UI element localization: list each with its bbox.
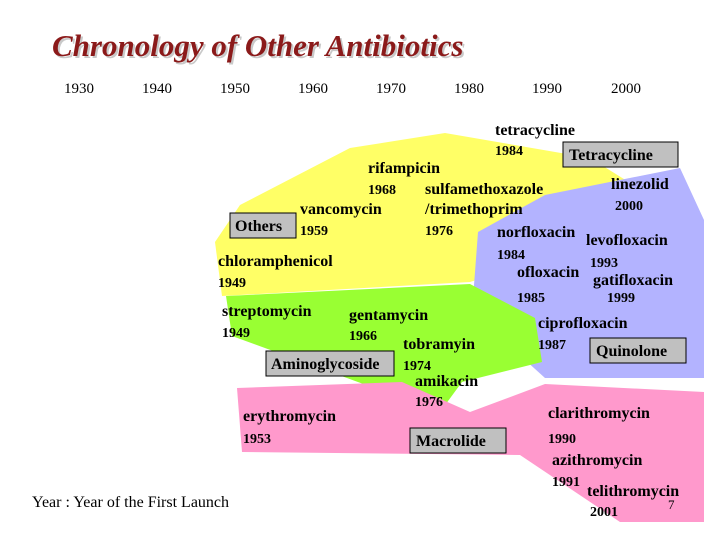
drug-name: tobramyin bbox=[403, 336, 475, 353]
drug-year: 1976 bbox=[425, 224, 453, 239]
drug-name: chloramphenicol bbox=[218, 253, 333, 270]
drug-year: 2000 bbox=[615, 199, 643, 214]
drug-name: norfloxacin bbox=[497, 224, 575, 241]
drug-name: ofloxacin bbox=[517, 264, 579, 281]
drug-name: azithromycin bbox=[552, 452, 642, 469]
timeline-year: 1990 bbox=[532, 81, 562, 97]
drug-name: clarithromycin bbox=[548, 405, 650, 422]
timeline-year: 2000 bbox=[611, 81, 641, 97]
drug-year: 1984 bbox=[497, 248, 525, 263]
timeline-year: 1940 bbox=[142, 81, 172, 97]
drug-year: 1999 bbox=[607, 291, 635, 306]
drug-year: 1949 bbox=[222, 326, 250, 341]
group-label: Quinolone bbox=[596, 343, 667, 360]
group-box bbox=[265, 350, 395, 377]
drug-year: 1990 bbox=[548, 432, 576, 447]
drugs: tetracycline 1984 rifampicin 1968 sulfam… bbox=[218, 122, 679, 520]
drug-year: 2001 bbox=[590, 505, 618, 520]
group-box bbox=[229, 212, 297, 239]
drug-year: 1987 bbox=[538, 338, 566, 353]
group-label: Tetracycline bbox=[569, 147, 653, 164]
drug-year: 1974 bbox=[403, 359, 431, 374]
drug-year: 1993 bbox=[590, 256, 618, 271]
drug-name: tetracycline bbox=[495, 122, 575, 139]
group-label: Others bbox=[235, 218, 282, 235]
drug-name: telithromycin bbox=[587, 483, 679, 500]
drug-name: gatifloxacin bbox=[593, 272, 673, 289]
drug-name: rifampicin bbox=[368, 160, 440, 177]
title-shadow: Chronology of Other Antibiotics bbox=[54, 30, 465, 65]
drug-year: 1991 bbox=[552, 475, 580, 490]
drug-year: 1949 bbox=[218, 276, 246, 291]
page-number: 7 bbox=[668, 497, 675, 512]
footnote: Year : Year of the First Launch bbox=[32, 494, 229, 511]
drug-year: 1966 bbox=[349, 329, 377, 344]
drug-name-line2: /trimethoprim bbox=[424, 201, 523, 218]
drug-name: ciprofloxacin bbox=[538, 315, 628, 332]
group-label: Macrolide bbox=[416, 433, 486, 450]
drug-year: 1984 bbox=[495, 144, 523, 159]
drug-year: 1976 bbox=[415, 395, 443, 410]
drug-year: 1959 bbox=[300, 224, 328, 239]
drug-name: levofloxacin bbox=[586, 232, 668, 249]
aminoglycoside-region bbox=[226, 284, 542, 412]
drug-name: erythromycin bbox=[243, 408, 336, 425]
timeline-year: 1970 bbox=[376, 81, 406, 97]
others-region bbox=[215, 133, 682, 296]
group-box bbox=[589, 337, 687, 364]
drug-year: 1953 bbox=[243, 432, 271, 447]
timeline-year: 1960 bbox=[298, 81, 328, 97]
timeline: 1930 1940 1950 1960 1970 1980 1990 2000 bbox=[64, 81, 641, 97]
timeline-year: 1980 bbox=[454, 81, 484, 97]
drug-name: sulfamethoxazole bbox=[425, 181, 543, 198]
drug-year: 1968 bbox=[368, 183, 396, 198]
group-label: Aminoglycoside bbox=[271, 356, 379, 373]
timeline-year: 1950 bbox=[220, 81, 250, 97]
drug-name: linezolid bbox=[611, 176, 669, 193]
drug-name: gentamycin bbox=[349, 307, 428, 324]
drug-name: streptomycin bbox=[222, 303, 312, 320]
title: Chronology of Other Antibiotics bbox=[52, 28, 463, 63]
timeline-year: 1930 bbox=[64, 81, 94, 97]
group-box bbox=[562, 141, 679, 168]
drug-year: 1985 bbox=[517, 291, 545, 306]
group-box bbox=[409, 427, 507, 454]
drug-name: amikacin bbox=[415, 373, 478, 390]
drug-name: vancomycin bbox=[300, 201, 382, 218]
